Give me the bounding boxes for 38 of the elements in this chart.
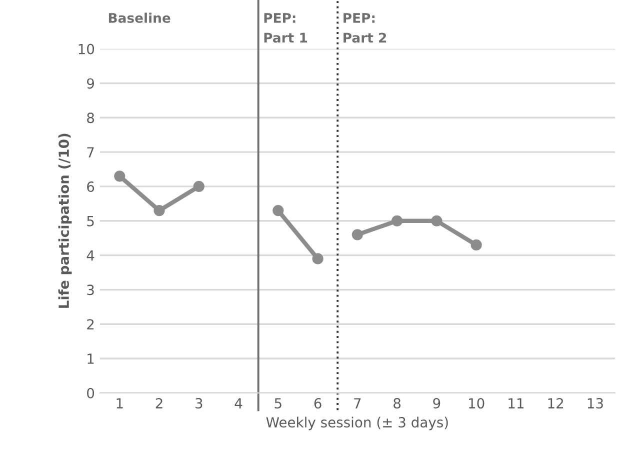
point — [272, 204, 284, 216]
point — [470, 239, 482, 251]
point — [193, 180, 204, 192]
y-tick-label: 7 — [87, 147, 94, 158]
point — [352, 229, 363, 240]
point — [114, 170, 126, 182]
x-tick-label: 8 — [394, 398, 401, 409]
x-tick-label: 4 — [234, 398, 242, 408]
y-tick-label: 2 — [87, 319, 94, 330]
y-tick-label: 9 — [86, 78, 94, 89]
point — [431, 215, 442, 226]
y-axis-title: Life participation (/10) — [58, 134, 72, 308]
y-tick-label: 1 — [88, 354, 94, 364]
y-tick-label: 10 — [78, 44, 94, 54]
x-tick-label: 13 — [588, 398, 603, 409]
x-tick-label: 5 — [274, 398, 282, 409]
x-tick-label: 7 — [354, 398, 361, 408]
x-tick-label: 9 — [433, 398, 440, 409]
y-tick-label: 4 — [86, 250, 94, 261]
y-tick-label: 3 — [87, 284, 94, 296]
point — [312, 253, 324, 264]
x-tick-label: 11 — [508, 398, 524, 408]
x-tick-label: 3 — [196, 398, 202, 409]
x-axis-title: Weekly session (± 3 days) — [266, 416, 448, 430]
y-tick-label: 6 — [87, 181, 94, 192]
y-tick-label: 5 — [87, 216, 94, 226]
point — [154, 204, 165, 216]
x-tick-label: 6 — [314, 398, 322, 409]
y-tick-label: 0 — [87, 388, 94, 398]
point — [391, 215, 403, 226]
x-tick-label: 1 — [116, 398, 123, 408]
x-tick-label: 2 — [156, 398, 162, 408]
ref-line-label: PEP: Part 2 — [344, 13, 386, 43]
x-tick-label: 12 — [548, 398, 564, 408]
y-tick-label: 8 — [87, 112, 94, 124]
x-tick-label: 10 — [469, 398, 484, 409]
text: Baseline — [108, 12, 170, 23]
ref-line-label: PEP: Part 1 — [264, 13, 308, 43]
